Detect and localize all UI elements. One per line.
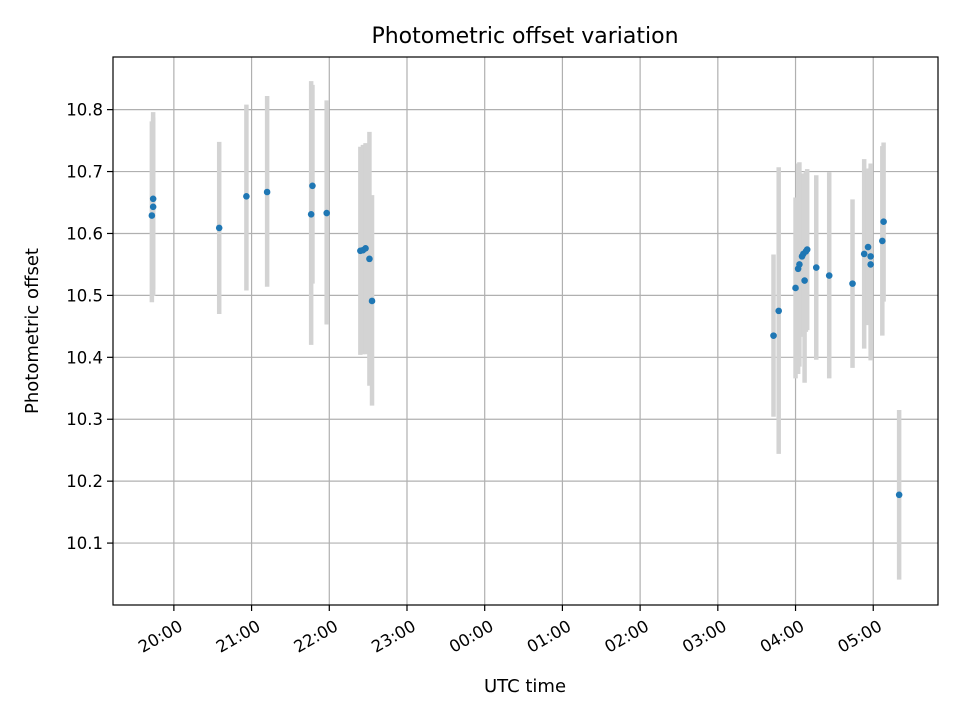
data-point [803,246,811,253]
data-point [148,212,156,219]
chart-title: Photometric offset variation [371,24,678,49]
data-point [307,210,315,218]
y-tick-label: 10.5 [66,286,103,305]
data-point [323,209,330,217]
data-point [263,188,271,196]
data-point [775,307,782,315]
data-point [860,250,868,258]
x-axis-label: UTC time [484,676,566,697]
data-point [149,195,157,203]
data-point [368,297,376,305]
y-tick-label: 10.3 [66,410,103,429]
data-point [867,253,874,260]
data-point [366,255,373,263]
y-axis-label: Photometric offset [22,248,43,414]
data-point [362,245,369,252]
y-tick-label: 10.6 [66,224,103,243]
data-point [895,491,903,499]
data-point [770,332,777,339]
plot-area-frame [112,56,939,606]
data-points [148,182,903,499]
data-point [812,264,820,271]
data-point [825,272,833,279]
y-tick-label: 10.1 [66,534,103,553]
y-tick-label: 10.2 [66,472,103,491]
y-tick-label: 10.8 [66,101,103,120]
data-point [792,284,799,292]
y-axis-ticks: 10.1 10.2 10.3 10.4 10.5 10.6 10.7 10.8 [66,101,113,553]
data-point [849,280,856,287]
data-point [149,203,157,211]
data-point [243,193,250,200]
data-point [796,261,803,268]
data-point [864,243,872,251]
y-tick-label: 10.7 [66,163,103,182]
y-tick-label: 10.4 [66,348,103,367]
data-point [215,224,223,232]
data-point [309,182,316,190]
data-point [801,277,808,284]
data-point [867,261,874,268]
data-point [880,218,887,226]
data-point [879,237,886,245]
